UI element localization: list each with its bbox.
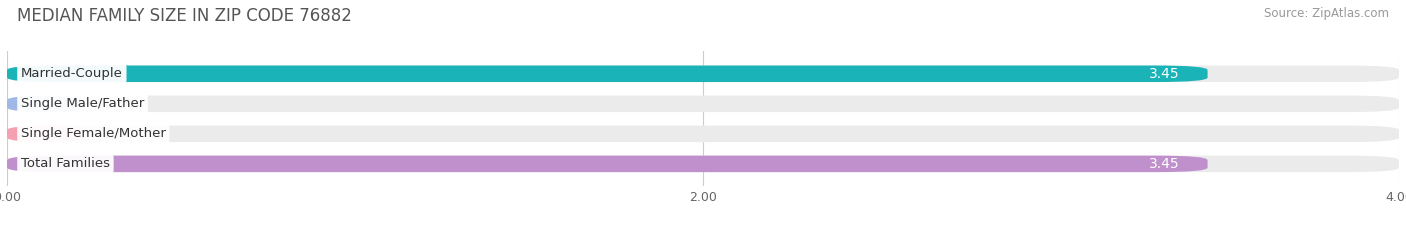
Text: 3.45: 3.45: [1149, 67, 1180, 81]
FancyBboxPatch shape: [7, 96, 83, 112]
FancyBboxPatch shape: [7, 156, 1208, 172]
FancyBboxPatch shape: [7, 65, 1399, 82]
Text: Single Female/Mother: Single Female/Mother: [21, 127, 166, 140]
Text: Total Families: Total Families: [21, 157, 110, 170]
Text: MEDIAN FAMILY SIZE IN ZIP CODE 76882: MEDIAN FAMILY SIZE IN ZIP CODE 76882: [17, 7, 352, 25]
Text: Source: ZipAtlas.com: Source: ZipAtlas.com: [1264, 7, 1389, 20]
FancyBboxPatch shape: [7, 96, 1399, 112]
Text: 0.00: 0.00: [104, 97, 135, 111]
Text: 3.45: 3.45: [1149, 157, 1180, 171]
FancyBboxPatch shape: [7, 65, 1208, 82]
Text: Single Male/Father: Single Male/Father: [21, 97, 145, 110]
FancyBboxPatch shape: [7, 156, 1399, 172]
FancyBboxPatch shape: [7, 126, 1399, 142]
FancyBboxPatch shape: [7, 126, 83, 142]
Text: 0.00: 0.00: [104, 127, 135, 141]
Text: Married-Couple: Married-Couple: [21, 67, 122, 80]
